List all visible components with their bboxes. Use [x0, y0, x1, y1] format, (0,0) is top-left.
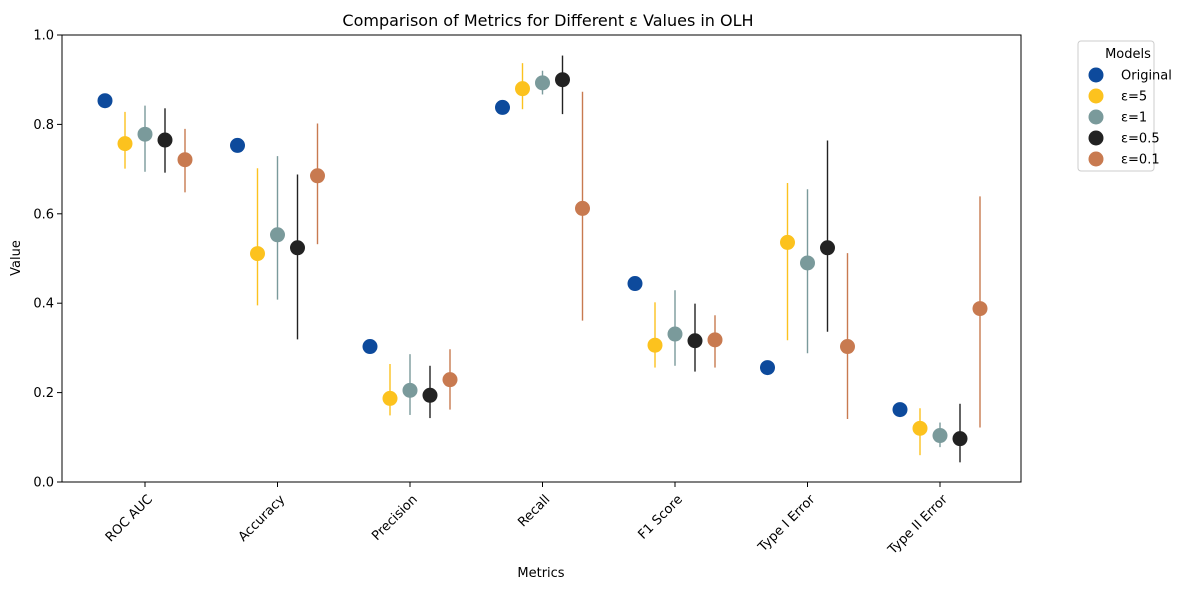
data-point: [932, 428, 948, 444]
legend-marker: [1088, 109, 1104, 125]
y-tick-label: 0.4: [33, 297, 54, 312]
x-tick-label: Recall: [515, 492, 553, 530]
data-point: [137, 126, 153, 142]
legend-marker: [1088, 67, 1104, 83]
chart-title: Comparison of Metrics for Different ε Va…: [342, 11, 753, 30]
data-point: [157, 132, 173, 148]
legend-label: ε=0.5: [1121, 132, 1160, 147]
data-point: [382, 390, 398, 406]
data-point: [972, 301, 988, 317]
legend-label: Original: [1121, 69, 1172, 84]
y-axis: 0.0 0.2 0.4 0.6 0.8 1.0: [33, 29, 62, 491]
data-point: [310, 168, 325, 184]
data-point: [892, 402, 908, 418]
y-tick-label: 0.0: [33, 476, 54, 491]
data-point: [177, 152, 193, 168]
data-point: [442, 372, 458, 388]
data-marks: [97, 55, 988, 463]
plot-area: [61, 34, 1022, 483]
data-point: [422, 387, 438, 403]
data-point: [707, 332, 723, 348]
x-tick-label: F1 Score: [635, 492, 685, 542]
data-point: [402, 382, 418, 398]
legend: Models Original ε=5 ε=1 ε=0.5 ε=0.1: [1077, 40, 1172, 172]
data-point: [495, 99, 510, 115]
y-tick-label: 0.2: [33, 386, 54, 401]
data-point: [270, 227, 285, 243]
x-tick-label: Accuracy: [236, 492, 289, 545]
y-tick-label: 0.8: [33, 118, 54, 133]
legend-marker: [1088, 130, 1104, 146]
legend-title: Models: [1105, 47, 1151, 62]
data-point: [760, 360, 775, 376]
data-point: [820, 240, 835, 256]
data-point: [117, 136, 133, 152]
data-point: [952, 431, 968, 447]
legend-marker: [1088, 151, 1104, 167]
y-axis-label: Value: [9, 240, 24, 276]
legend-label: ε=1: [1121, 111, 1147, 126]
x-tick-label: ROC AUC: [103, 492, 156, 545]
data-point: [515, 81, 530, 97]
data-point: [535, 75, 550, 91]
data-point: [575, 200, 590, 216]
y-tick-label: 1.0: [33, 29, 54, 44]
data-point: [362, 339, 378, 355]
data-point: [230, 137, 245, 153]
data-point: [647, 337, 663, 353]
legend-label: ε=5: [1121, 90, 1147, 105]
data-point: [627, 276, 643, 292]
x-tick-label: Precision: [369, 492, 421, 544]
y-tick-label: 0.6: [33, 207, 54, 222]
x-axis-label: Metrics: [517, 566, 564, 581]
data-point: [555, 72, 570, 88]
legend-label: ε=0.1: [1121, 153, 1160, 168]
data-point: [687, 333, 703, 349]
data-point: [840, 339, 855, 355]
legend-marker: [1088, 88, 1104, 104]
data-point: [667, 326, 683, 342]
data-point: [912, 420, 928, 436]
data-point: [250, 246, 265, 262]
data-point: [780, 234, 795, 250]
x-tick-label: Type I Error: [755, 492, 819, 556]
x-axis: ROC AUC Accuracy Precision Recall F1 Score Ty…: [103, 482, 951, 558]
data-point: [97, 93, 113, 109]
x-tick-label: Type II Error: [885, 492, 952, 559]
data-point: [800, 255, 815, 271]
data-point: [290, 240, 305, 256]
